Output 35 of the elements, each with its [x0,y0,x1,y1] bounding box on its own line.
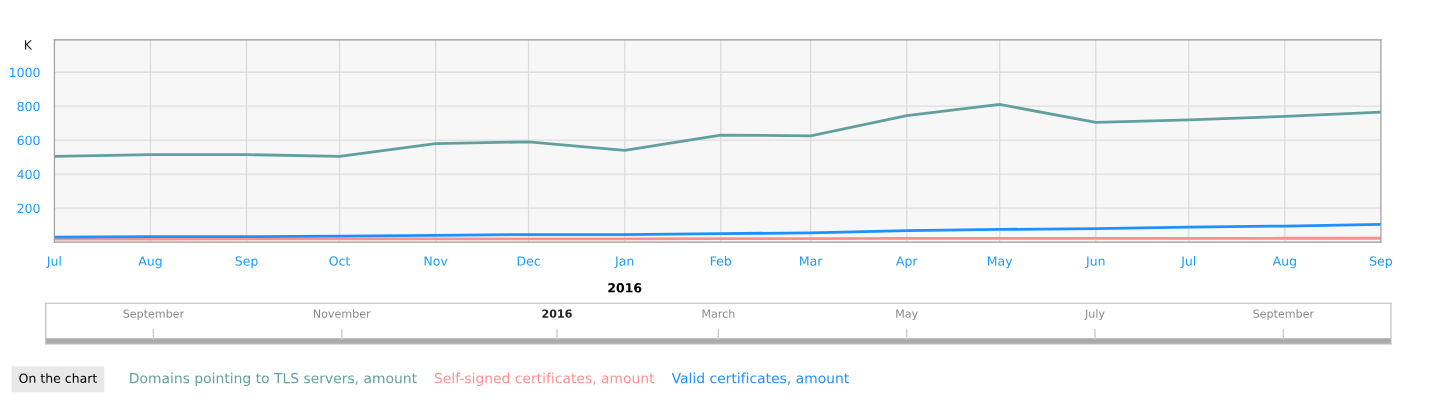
x-tick-label: Sep [1369,256,1393,269]
x-tick-label: Sep [235,256,258,269]
legend-title: On the chart [19,373,98,383]
text: July [1084,309,1105,320]
x-tick-label: Apr [895,256,918,269]
x-tick-label: Mar [800,256,823,266]
text: Domains pointing to TLS servers, amount [130,372,417,387]
x-tick-label: May [988,256,1013,269]
text: Valid certificates, amount [671,372,849,385]
x-tick-label: Jul [46,256,61,269]
text: Self-signed certificates, amount [434,372,655,387]
x-tick-label: Jul [1180,256,1196,269]
y-axis-title: K [24,40,33,50]
y-tick-label: 1000 [10,67,40,78]
y-tick-label: 400 [17,169,40,180]
x-tick-label: Aug [1272,256,1296,269]
text: September [123,309,185,320]
y-tick-label: 800 [17,101,40,112]
text: May [896,309,918,320]
x-tick-label: Aug [138,256,162,269]
text: September [1253,309,1315,320]
line-series [54,222,1381,239]
x-tick-label: Feb [710,256,732,266]
x-tick-label: Jan [614,256,634,269]
text: 2016 [542,309,572,318]
x-tick-label: Nov [424,256,448,266]
x-tick-label: Dec [517,256,540,266]
line-series [54,103,1381,158]
x-tick-label: Oct [329,256,351,266]
x-tick-label: Jun [1085,256,1105,269]
y-tick-label: 600 [17,135,40,146]
y-tick-label: 200 [17,203,40,214]
text: November [313,309,371,318]
text: 2016 [608,283,642,293]
text: March [702,309,735,318]
